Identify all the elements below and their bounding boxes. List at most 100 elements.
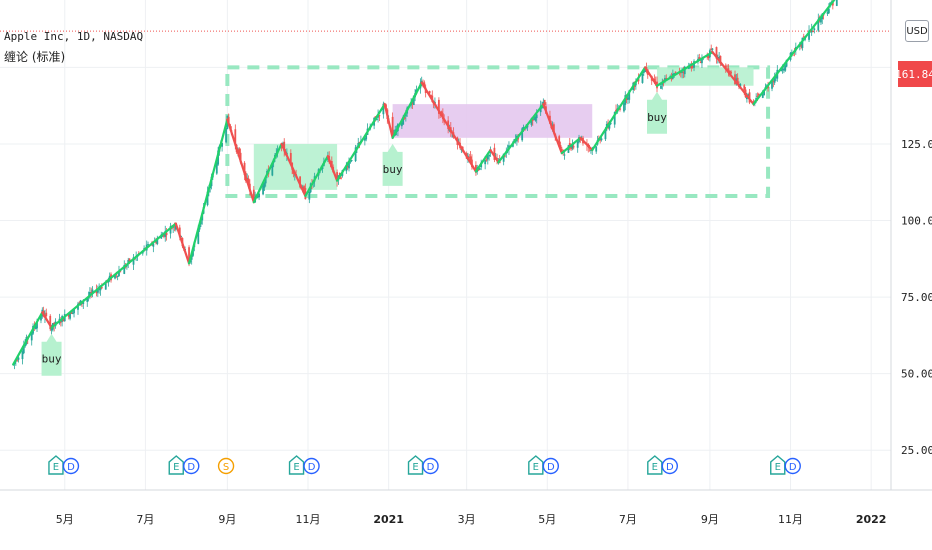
candle-body [116, 275, 119, 277]
candle-body [504, 155, 506, 157]
candle-body [119, 271, 122, 273]
candle-body [404, 113, 407, 117]
candle-body [96, 289, 99, 293]
candle-body [477, 169, 480, 171]
candle-body [170, 228, 173, 230]
buy-marker [382, 143, 403, 186]
candle-body [775, 76, 777, 78]
down-stroke [226, 118, 255, 204]
candle-body [553, 124, 555, 134]
candle-body [595, 146, 598, 152]
earnings-badge [48, 455, 64, 475]
candle-body [271, 163, 274, 176]
indicator-legend[interactable]: 缠论 (标准) [4, 50, 66, 64]
event-letter: E [533, 462, 539, 473]
candle-body [50, 328, 53, 331]
candle-body [36, 322, 38, 329]
candle-body [674, 71, 677, 73]
candle-body [234, 129, 237, 146]
candle-body [45, 312, 48, 317]
event-D: D [303, 457, 320, 475]
candle-body [114, 273, 116, 279]
candle-body [100, 286, 103, 289]
candle-body [99, 287, 102, 291]
candle-body [681, 71, 684, 73]
candle-body [820, 17, 822, 23]
candle-body [123, 265, 126, 274]
up-stroke [591, 66, 647, 152]
event-E: E [407, 455, 424, 475]
candle-body [437, 99, 440, 114]
up-stroke [252, 142, 283, 204]
y-tick-label: 125.00 [901, 138, 932, 151]
candle-body [21, 351, 24, 360]
down-stroke [542, 103, 563, 155]
candle-body [258, 193, 261, 198]
candle-body [34, 326, 37, 329]
candle-body [354, 147, 357, 162]
candle-body [363, 138, 366, 141]
event-letter: D [187, 462, 195, 473]
candle-body [82, 302, 85, 304]
candle-body [679, 72, 682, 74]
candle-body [86, 298, 89, 302]
down-stroke [326, 155, 339, 182]
candle-body [340, 177, 342, 179]
buy-label: buy [42, 353, 62, 366]
candle-body [423, 82, 426, 88]
candle-body [567, 145, 570, 153]
x-tick-label: 11月 [296, 513, 321, 526]
candle-body [382, 103, 385, 115]
candle-body [375, 118, 378, 120]
candle-body [152, 243, 155, 247]
candle-body [349, 161, 352, 163]
buy-label: buy [647, 111, 667, 124]
candle-body [665, 77, 668, 79]
x-tick-label: 7月 [136, 513, 154, 526]
candle-body [590, 149, 592, 151]
candle-body [642, 71, 645, 74]
candle-body [608, 123, 611, 129]
candle-body [752, 101, 755, 103]
down-stroke [711, 50, 755, 106]
candle-body [73, 309, 75, 314]
candle-body [127, 260, 130, 263]
up-stroke [187, 118, 229, 265]
candle-body [345, 164, 348, 172]
event-letter: E [412, 462, 418, 473]
currency-button[interactable]: USD [905, 20, 929, 42]
symbol-legend[interactable]: Apple Inc, 1D, NASDAQ [4, 30, 144, 43]
up-stroke [391, 81, 423, 139]
event-D: D [784, 457, 801, 475]
candle-body [743, 85, 746, 91]
event-E: E [48, 455, 64, 475]
candle-body [784, 65, 787, 71]
candle-body [609, 122, 612, 124]
candle-body [247, 178, 250, 185]
candle-body [558, 136, 561, 147]
candle-body [17, 357, 20, 360]
candle-body [428, 91, 431, 94]
candle-body [719, 55, 722, 64]
candle-body [599, 139, 602, 141]
event-letter: E [173, 462, 179, 473]
split-badge [217, 457, 235, 475]
candle-body [641, 73, 644, 83]
candle-body [403, 117, 406, 119]
dividend-badge [661, 457, 679, 475]
candle-body [718, 57, 721, 59]
earnings-badge [407, 455, 424, 475]
x-tick-label: 9月 [218, 513, 236, 526]
candle-body [391, 116, 394, 135]
candle-body [690, 65, 693, 69]
candle-body [798, 45, 801, 47]
candle-body [771, 81, 773, 89]
event-D: D [422, 457, 439, 475]
x-tick-label: 2021 [373, 513, 404, 526]
candle-body [571, 144, 574, 149]
dividend-badge [62, 457, 80, 475]
candle-body [627, 97, 629, 100]
up-stroke [752, 0, 836, 106]
